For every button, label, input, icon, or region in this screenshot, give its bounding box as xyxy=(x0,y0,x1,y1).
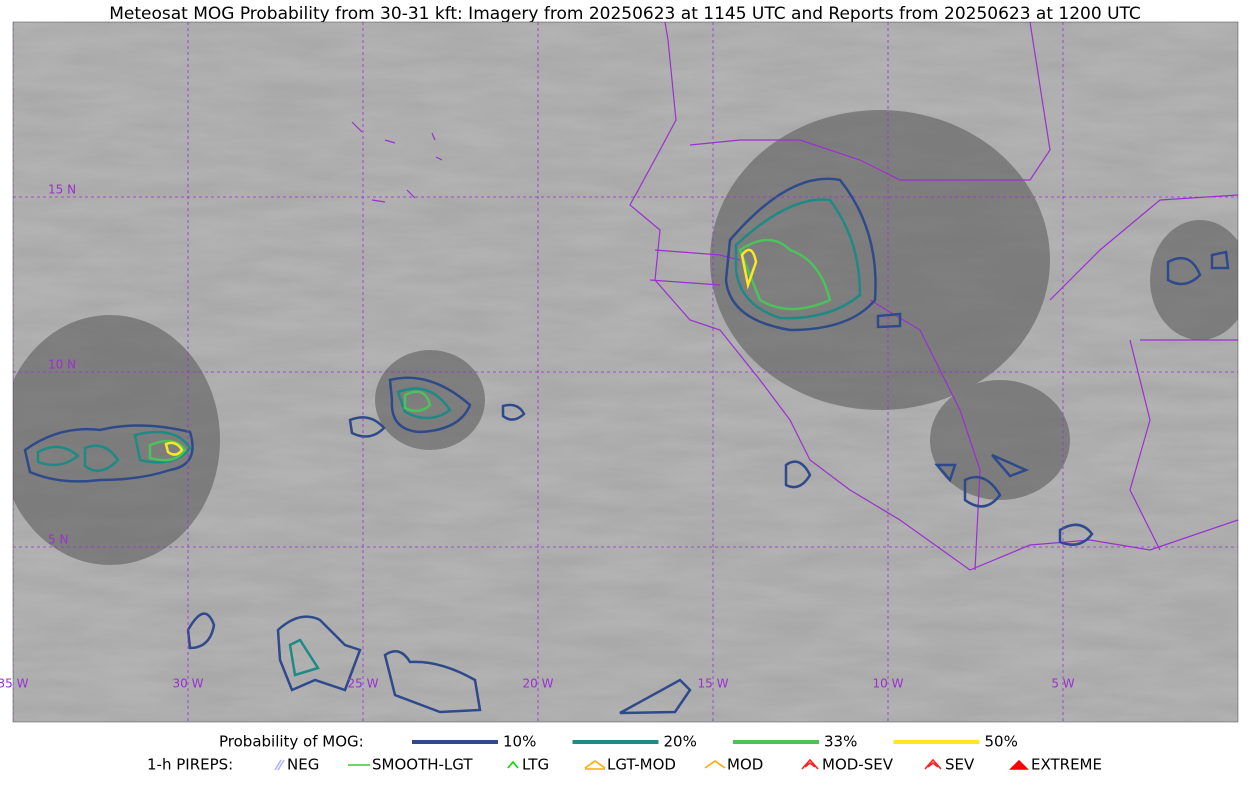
lon-label: 35 W xyxy=(0,677,29,691)
pirep-label: LGT-MOD xyxy=(607,756,676,774)
lon-label: 10 W xyxy=(873,677,904,691)
pireps-label: 1-h PIREPS: xyxy=(147,756,233,774)
pirep-label: MOD-SEV xyxy=(822,756,894,774)
probability-label: Probability of MOG: xyxy=(219,733,364,751)
title: Meteosat MOG Probability from 30-31 kft:… xyxy=(109,4,1141,24)
pirep-icon xyxy=(584,760,606,770)
lat-label: 15 N xyxy=(48,183,76,197)
pirep-label: NEG xyxy=(287,756,319,774)
pirep-icon xyxy=(274,759,285,771)
legend-label: 50% xyxy=(985,733,1018,751)
pirep-icon xyxy=(704,760,726,769)
legend-label: 33% xyxy=(824,733,857,751)
pirep-label: MOD xyxy=(727,756,763,774)
coastlines xyxy=(351,22,1238,571)
lon-label: 5 W xyxy=(1051,677,1074,691)
pirep-label: SEV xyxy=(945,756,975,774)
lat-label: 10 N xyxy=(48,358,76,372)
pirep-label: EXTREME xyxy=(1031,756,1102,774)
lon-label: 30 W xyxy=(173,677,204,691)
pirep-icon xyxy=(801,758,819,770)
mog-contours xyxy=(23,177,1230,715)
map-frame xyxy=(12,21,1239,723)
graticule xyxy=(13,22,1238,722)
lon-label: 25 W xyxy=(348,677,379,691)
legend: Probability of MOG: 10% 20% 33% 50% 1-h PIREP… xyxy=(147,733,1102,774)
lon-label: 20 W xyxy=(523,677,554,691)
pirep-label: LTG xyxy=(522,756,549,774)
pirep-icon xyxy=(507,760,519,769)
lat-label: 5 N xyxy=(48,533,68,547)
legend-label: 10% xyxy=(503,733,536,751)
legend-label: 20% xyxy=(664,733,697,751)
lon-label: 15 W xyxy=(698,677,729,691)
pirep-label: SMOOTH-LGT xyxy=(372,756,473,774)
map xyxy=(13,22,1238,722)
pirep-icon xyxy=(924,758,942,770)
pirep-icon xyxy=(1009,759,1029,770)
